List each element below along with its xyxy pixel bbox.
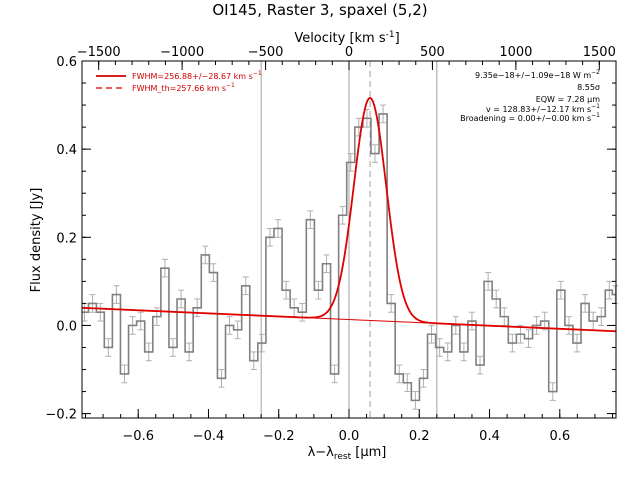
chart-title: OI145, Raster 3, spaxel (5,2) <box>212 1 427 19</box>
annotation-broadening: Broadening = 0.00+/−0.00 km s−1 <box>460 112 600 123</box>
fit-annotations: 9.35e−18+/−1.09e−18 W m−2 8.55σ EQW = 7.… <box>460 69 600 123</box>
spectrum-line <box>82 113 616 402</box>
y-tick-label: −0.2 <box>45 408 77 423</box>
top-tick-label: −1000 <box>160 45 204 60</box>
y-tick-label: 0.2 <box>56 231 77 246</box>
axis-ticks <box>81 60 617 418</box>
legend: FWHM=256.88+/−28.67 km s−1 FWHM_th=257.6… <box>96 70 262 93</box>
x-tick-label: 0.6 <box>549 429 570 444</box>
legend-label-fwhm: FWHM=256.88+/−28.67 km s−1 <box>132 70 262 81</box>
reference-lines <box>260 61 438 418</box>
top-x-axis-title: Velocity [km s-1] <box>294 30 399 46</box>
top-tick-label: 500 <box>420 45 445 60</box>
top-tick-label: 1000 <box>499 45 532 60</box>
legend-label-fwhm-th: FWHM_th=257.66 km s−1 <box>132 82 235 93</box>
top-tick-label: 1500 <box>583 45 616 60</box>
x-tick-label: −0.2 <box>263 429 295 444</box>
y-tick-label: 0.6 <box>56 55 77 70</box>
y-tick-label: 0.0 <box>56 319 77 334</box>
annotation-velocity: v = 128.83+/−12.17 km s−1 <box>486 103 600 114</box>
y-axis-title: Flux density [Jy] <box>29 188 44 293</box>
y-tick-label: 0.4 <box>56 143 77 158</box>
annotation-flux: 9.35e−18+/−1.09e−18 W m−2 <box>475 69 600 80</box>
axis-tick-labels: −0.6 −0.4 −0.2 0.0 0.2 0.4 0.6−1500 −1000 −500 0 5… <box>45 45 615 444</box>
error-bars <box>81 104 619 410</box>
top-tick-label: 0 <box>345 45 353 60</box>
x-tick-label: 0.4 <box>479 429 500 444</box>
top-tick-label: −1500 <box>77 45 121 60</box>
annotation-eqw: EQW = 7.28 μm <box>536 95 600 104</box>
x-tick-label: 0.0 <box>339 429 360 444</box>
x-axis-title: λ−λrest [μm] <box>308 445 387 462</box>
fit-line <box>81 96 617 333</box>
top-tick-label: −500 <box>248 45 284 60</box>
x-tick-label: 0.2 <box>409 429 430 444</box>
x-tick-label: −0.4 <box>193 429 225 444</box>
x-tick-label: −0.6 <box>122 429 154 444</box>
annotation-significance: 8.55σ <box>577 83 600 92</box>
